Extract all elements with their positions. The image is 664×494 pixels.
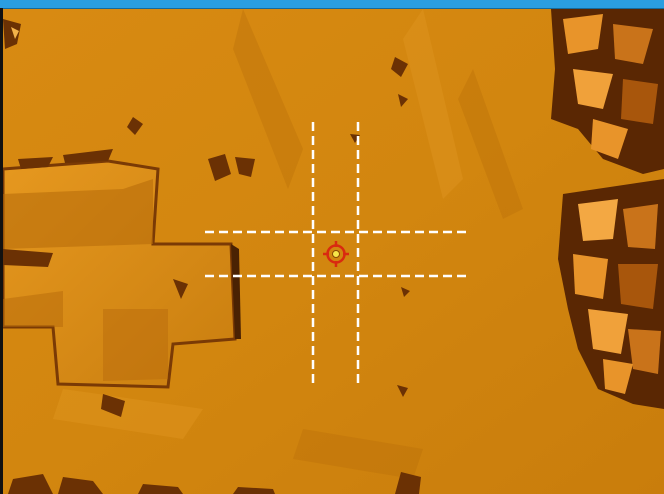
window-left-border	[0, 8, 3, 494]
rock-field-right	[551, 9, 664, 409]
terrain-render	[3, 9, 664, 494]
target-reticle-icon	[323, 241, 349, 267]
rock-scatter-center	[350, 57, 421, 494]
plateau-structure	[3, 159, 241, 389]
rock-clusters-left	[3, 19, 275, 494]
title-bar[interactable]	[0, 0, 664, 9]
terrain-viewport[interactable]	[3, 9, 664, 494]
terrain-ridges	[53, 9, 523, 479]
alignment-grid-overlay	[205, 122, 469, 385]
